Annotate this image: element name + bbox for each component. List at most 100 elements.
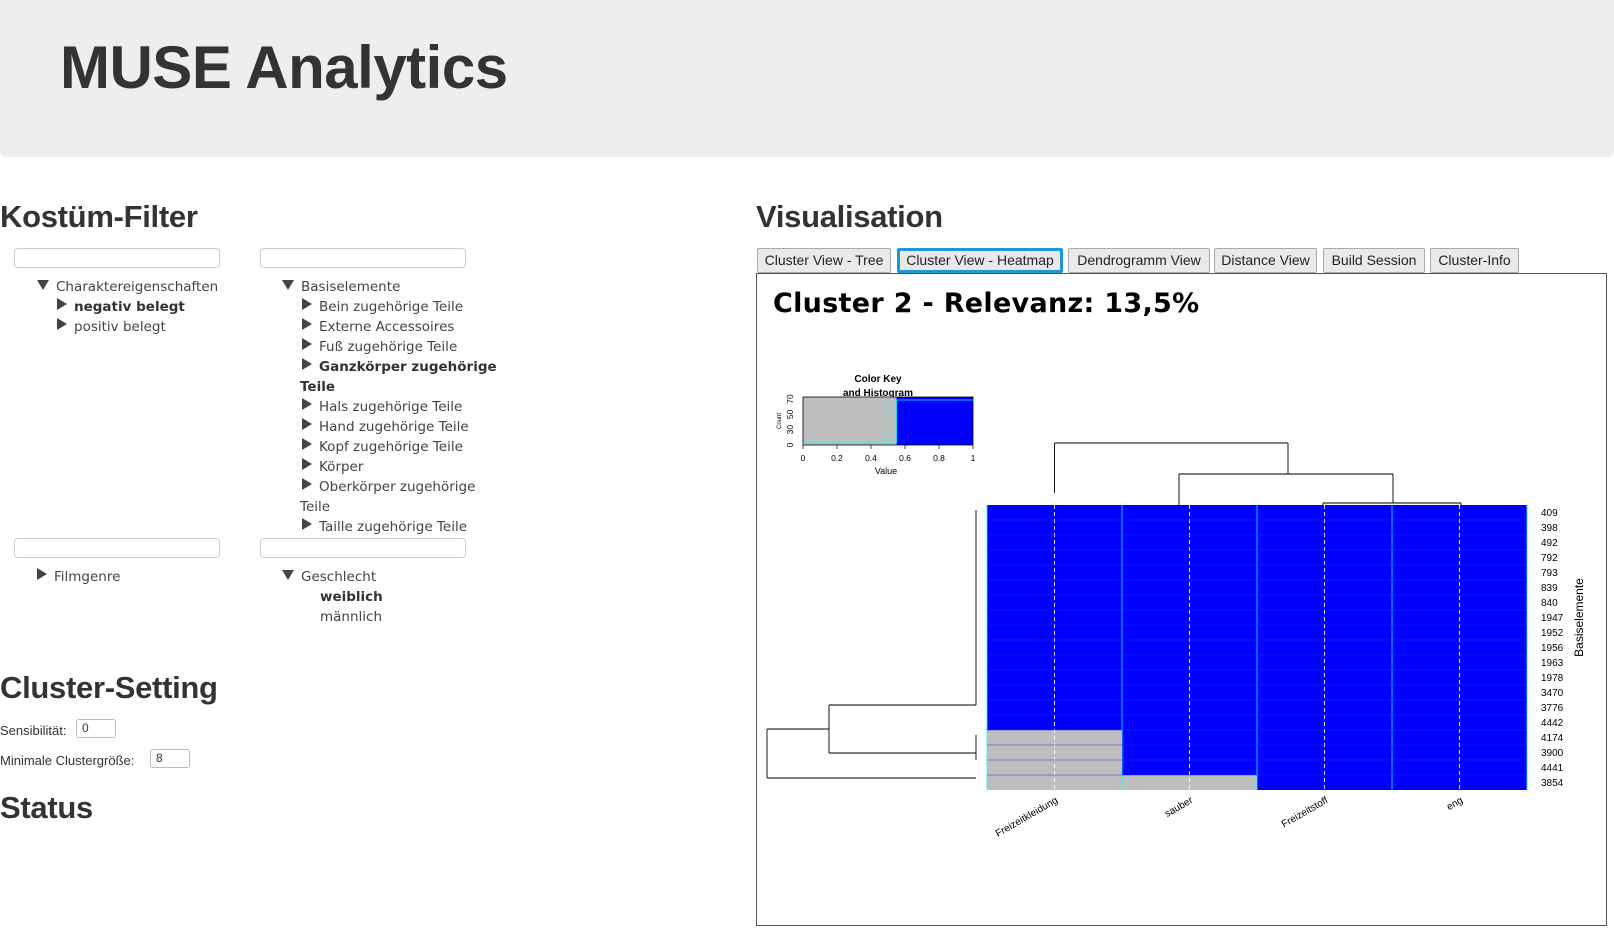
filter-search-film[interactable]: [14, 538, 220, 558]
color-key-ytick-label: 70: [785, 394, 795, 404]
column-label: Freizeitstoff: [1280, 795, 1330, 830]
tab-distance[interactable]: Distance View: [1214, 248, 1317, 273]
tab-cluster-tree[interactable]: Cluster View - Tree: [757, 248, 891, 273]
tree-node-hand[interactable]: Hand zugehörige Teile: [302, 417, 469, 437]
color-key-xlabel: Value: [875, 466, 897, 476]
tree-node-externe[interactable]: Externe Accessoires: [302, 317, 454, 337]
heatmap-cell: [987, 580, 1122, 595]
heatmap-cell: [1257, 595, 1392, 610]
color-key-histogram: [803, 399, 973, 444]
tree-node-label: Hand zugehörige Teile: [319, 419, 469, 435]
row-label: 1952: [1541, 628, 1564, 639]
color-key-xtick-label: 0.2: [831, 453, 843, 463]
color-key-ytick-label: 0: [785, 442, 795, 447]
filter-search-geschlecht[interactable]: [260, 538, 466, 558]
heatmap-cell: [987, 775, 1122, 790]
row-label: 1956: [1541, 643, 1564, 654]
row-axis-label: Basiselemente: [1572, 578, 1586, 657]
tree-node-label: Charaktereigenschaften: [56, 279, 219, 295]
tree-node-charakter[interactable]: Charaktereigenschaften: [37, 277, 218, 297]
collapsed-arrow-icon: [302, 318, 312, 330]
clustergroesse-input[interactable]: 8: [150, 749, 190, 768]
tree-node-label: negativ belegt: [74, 299, 185, 315]
heatmap-cell: [1122, 685, 1257, 700]
heatmap-chart: 409 398 492 792 793 839 840 1947 1952 1956 1963 197…: [766, 374, 1586, 840]
row-label: 1963: [1541, 658, 1564, 669]
column-label: Freizeitkleidung: [994, 795, 1060, 840]
tree-node-label: Bein zugehörige Teile: [319, 299, 464, 315]
color-key-high: [896, 397, 973, 445]
sensibilitaet-input[interactable]: 0: [76, 719, 116, 738]
tree-node-label: Externe Accessoires: [319, 319, 455, 335]
heatmap-cell: [987, 595, 1122, 610]
tab-cluster-info[interactable]: Cluster-Info: [1430, 248, 1519, 273]
tree-node-label: Filmgenre: [54, 569, 121, 585]
heatmap-cell: [1392, 565, 1527, 580]
filter-search-basis[interactable]: [260, 248, 466, 268]
tab-dendrogramm[interactable]: Dendrogramm View: [1068, 248, 1210, 273]
tree-node-label: Taille zugehörige Teile: [319, 519, 467, 535]
tab-cluster-heatmap[interactable]: Cluster View - Heatmap: [897, 248, 1063, 273]
tree-node-maennlich[interactable]: männlich: [320, 609, 383, 625]
tree-node-taille[interactable]: Taille zugehörige Teile: [302, 517, 467, 537]
heatmap-cell: [1392, 670, 1527, 685]
collapsed-arrow-icon: [302, 298, 312, 310]
heatmap-cell: [1122, 775, 1257, 790]
clustergroesse-label: Minimale Clustergröße:: [0, 753, 135, 768]
color-key-xtick-label: 0.6: [899, 453, 911, 463]
row-label: 3854: [1541, 778, 1564, 789]
heatmap-cell: [1257, 685, 1392, 700]
tree-node-oberkoerper[interactable]: Oberkörper zugehörige: [302, 477, 475, 497]
heatmap-cell: [987, 670, 1122, 685]
heatmap-cell: [1122, 700, 1257, 715]
tab-build-session[interactable]: Build Session: [1323, 248, 1425, 273]
collapsed-arrow-icon: [302, 458, 312, 470]
heatmap-cell: [987, 565, 1122, 580]
tree-node-kopf[interactable]: Kopf zugehörige Teile: [302, 437, 463, 457]
heatmap-cell: [1122, 565, 1257, 580]
collapsed-arrow-icon: [302, 438, 312, 450]
column-label: eng: [1445, 795, 1465, 813]
color-key-ytick-label: 50: [785, 409, 795, 419]
tree-node-hals[interactable]: Hals zugehörige Teile: [302, 397, 462, 417]
tree-node-ganzkoerper[interactable]: Ganzkörper zugehörige: [302, 357, 497, 377]
row-label: 4442: [1541, 718, 1564, 729]
heatmap-cell: [987, 700, 1122, 715]
color-key-title: Color Key: [854, 374, 902, 385]
row-label: 4174: [1541, 733, 1564, 744]
collapsed-arrow-icon: [302, 418, 312, 430]
row-label: 492: [1541, 538, 1558, 549]
heatmap-cell: [1122, 595, 1257, 610]
tree-node-geschlecht[interactable]: Geschlecht: [282, 567, 376, 587]
collapsed-arrow-icon: [57, 318, 67, 330]
heatmap-cell: [1122, 670, 1257, 685]
collapsed-arrow-icon: [302, 478, 312, 490]
heatmap-cell: [1257, 580, 1392, 595]
tree-node-filmgenre[interactable]: Filmgenre: [37, 567, 120, 587]
tree-node-label: positiv belegt: [74, 319, 166, 335]
color-key-xtick-label: 0: [801, 453, 806, 463]
tree-node-bein[interactable]: Bein zugehörige Teile: [302, 297, 463, 317]
column-label: sauber: [1163, 795, 1196, 820]
expanded-arrow-icon: [282, 570, 294, 580]
row-label: 409: [1541, 508, 1558, 519]
tree-node-fuss[interactable]: Fuß zugehörige Teile: [302, 337, 457, 357]
row-label: 1978: [1541, 673, 1564, 684]
tree-node-positiv[interactable]: positiv belegt: [57, 317, 166, 337]
row-label: 793: [1541, 568, 1558, 579]
tree-node-negativ[interactable]: negativ belegt: [57, 297, 185, 317]
tree-node-weiblich[interactable]: weiblich: [320, 589, 383, 605]
tree-node-basiselemente[interactable]: Basiselemente: [282, 277, 400, 297]
collapsed-arrow-icon: [302, 338, 312, 350]
filter-search-charakter[interactable]: [14, 248, 220, 268]
row-label: 3900: [1541, 748, 1564, 759]
color-key-low: [803, 397, 897, 445]
tree-node-label: Körper: [319, 459, 364, 475]
color-key-ytick-label: 30: [785, 425, 795, 435]
tree-node-label: Geschlecht: [301, 569, 377, 585]
heatmap-cell: [1257, 670, 1392, 685]
row-label: 3470: [1541, 688, 1564, 699]
row-label: 792: [1541, 553, 1558, 564]
collapsed-arrow-icon: [57, 298, 67, 310]
tree-node-koerper[interactable]: Körper: [302, 457, 363, 477]
